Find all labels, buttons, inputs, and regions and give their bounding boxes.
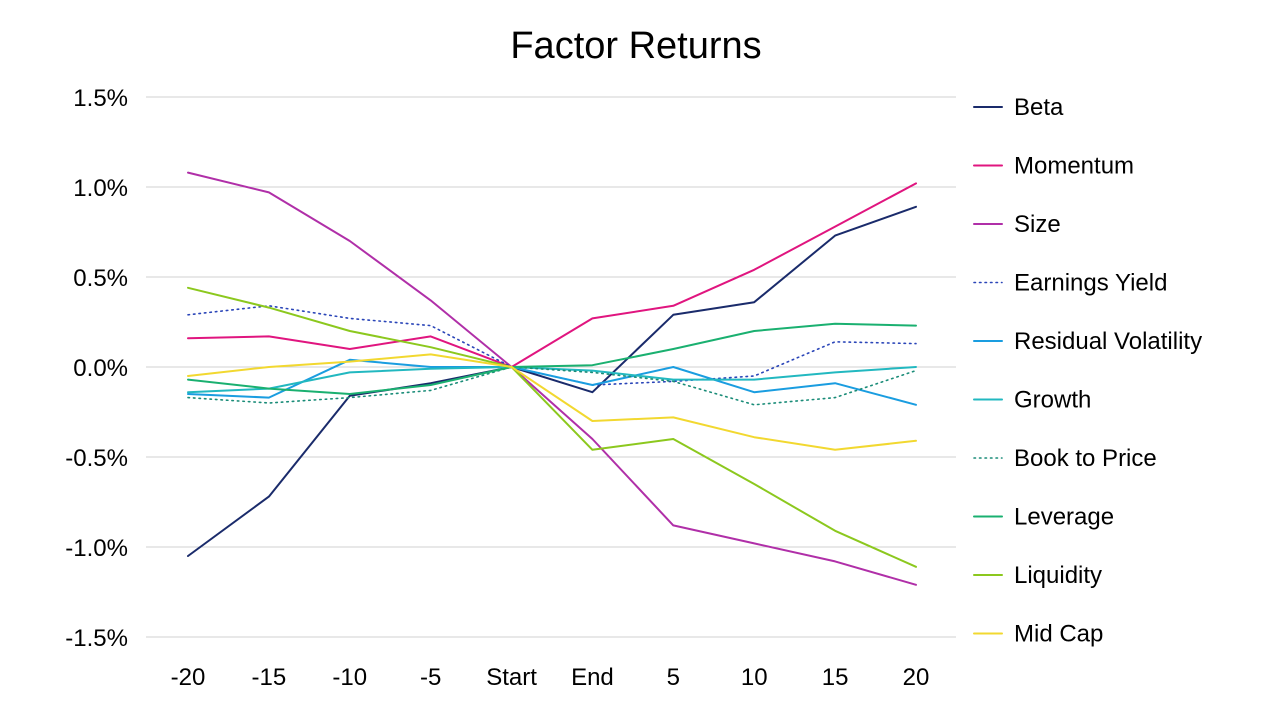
- series-line-momentum: [187, 182, 917, 368]
- x-tick-label: 5: [667, 664, 680, 691]
- series-line-residual-volatility: [187, 358, 917, 406]
- legend-label-liquidity: Liquidity: [1014, 562, 1102, 589]
- series-line-leverage: [187, 322, 917, 395]
- y-axis-ticks: 1.5% 1.0% 0.5% 0.0% -0.5% -1.0% -1.5%: [65, 85, 128, 652]
- series-line-book-to-price: [187, 366, 917, 406]
- series-line-liquidity: [187, 286, 917, 568]
- series-line-size: [187, 171, 917, 586]
- y-tick-label: 0.5%: [73, 265, 128, 292]
- x-tick-label: Start: [486, 664, 537, 691]
- chart-title: Factor Returns: [510, 25, 761, 67]
- legend-label-leverage: Leverage: [1014, 504, 1114, 531]
- legend-label-momentum: Momentum: [1014, 153, 1134, 180]
- series-line-earnings-yield: [187, 304, 917, 386]
- series-line-beta: [187, 205, 917, 557]
- series-lines: [187, 171, 917, 586]
- x-tick-label: 20: [903, 664, 930, 691]
- y-tick-label: 1.0%: [73, 175, 128, 202]
- series-line-growth: [187, 366, 917, 394]
- x-axis-ticks: -20 -15 -10 -5 Start End 5 10 15 20: [171, 664, 930, 691]
- legend-label-book-to-price: Book to Price: [1014, 445, 1157, 472]
- y-tick-label: 0.0%: [73, 355, 128, 382]
- x-tick-label: End: [571, 664, 614, 691]
- legend-label-residual-volatility: Residual Volatility: [1014, 328, 1202, 355]
- legend-label-size: Size: [1014, 211, 1061, 238]
- legend-label-earnings-yield: Earnings Yield: [1014, 270, 1167, 297]
- legend-label-beta: Beta: [1014, 94, 1064, 121]
- series-line-mid-cap: [187, 353, 917, 451]
- x-tick-label: 15: [822, 664, 849, 691]
- legend: Beta Momentum Size Earnings Yield Residual V…: [973, 94, 1202, 648]
- x-tick-label: 10: [741, 664, 768, 691]
- y-tick-label: -1.0%: [65, 535, 128, 562]
- x-tick-label: -20: [171, 664, 206, 691]
- y-tick-label: -0.5%: [65, 445, 128, 472]
- y-tick-label: -1.5%: [65, 625, 128, 652]
- legend-label-mid-cap: Mid Cap: [1014, 621, 1103, 648]
- x-tick-label: -10: [332, 664, 367, 691]
- x-tick-label: -15: [252, 664, 287, 691]
- x-tick-label: -5: [420, 664, 441, 691]
- legend-label-growth: Growth: [1014, 387, 1091, 414]
- y-tick-label: 1.5%: [73, 85, 128, 112]
